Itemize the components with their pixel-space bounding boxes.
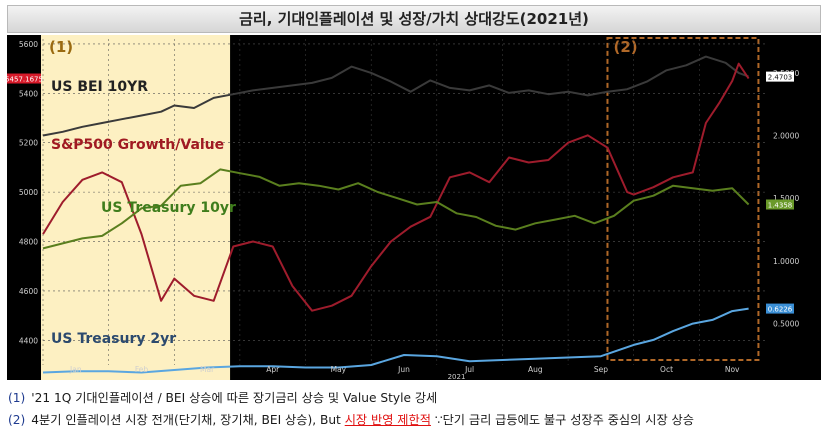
- value-badge-3: [766, 303, 794, 314]
- value-badge-0: [766, 71, 794, 82]
- series-label-3: US Treasury 2yr: [51, 331, 176, 347]
- y-right-tick-label: 1.0000: [773, 257, 799, 266]
- x-tick-label: Apr: [266, 365, 280, 374]
- y-right-tick-label: 0.5000: [773, 320, 799, 329]
- x-tick-label: Sep: [594, 365, 608, 374]
- note-2-number: (2): [8, 413, 26, 427]
- series-line-3: [42, 307, 749, 374]
- note-1-number: (1): [8, 391, 26, 405]
- x-tick-label: Mar: [200, 365, 215, 374]
- value-badge-text-1: 5457.1675: [7, 76, 43, 84]
- series-line-2: [42, 168, 750, 250]
- x-tick-label: Aug: [528, 365, 543, 374]
- y-left-tick-label: 4800: [19, 238, 38, 247]
- region-2-box: [606, 37, 760, 361]
- y-left-tick-label: 5200: [19, 139, 38, 148]
- y-right-tick-label: 2.0000: [773, 132, 799, 141]
- x-tick-label: Jun: [397, 365, 410, 374]
- x-year-label: 2021: [448, 373, 466, 380]
- x-tick-label: Jan: [69, 365, 82, 374]
- series-line-0: [42, 55, 749, 137]
- region-2-label: (2): [613, 38, 637, 56]
- note-2-highlight: 시장 반영 제한적: [344, 413, 431, 427]
- page-title: 금리, 기대인플레이션 및 성장/가치 상대강도(2021년): [7, 5, 821, 33]
- region-1-shade: [41, 35, 231, 380]
- line-chart: (1) (2) 4400 4600 4800 5000 5200 5400 5600 0.500…: [7, 35, 821, 380]
- series-label-0: US BEI 10YR: [51, 79, 148, 95]
- x-tick-label: Nov: [725, 365, 740, 374]
- value-badge-2: [766, 199, 794, 210]
- x-tick-label: Jul: [464, 365, 474, 374]
- value-badge-text-2: 1.4358: [768, 202, 793, 210]
- value-badge-text-0: 2.4703: [768, 74, 793, 82]
- note-1-text: '21 1Q 기대인플레이션 / BEI 상승에 따른 장기금리 상승 및 Va…: [31, 391, 438, 405]
- note-2-text-after: ∵단기 금리 급등에도 불구 성장주 중심의 시장 상승: [430, 413, 694, 427]
- value-badge-text-3: 0.6226: [768, 306, 793, 314]
- x-tick-label: Oct: [660, 365, 673, 374]
- y-left-tick-label: 5000: [19, 188, 38, 197]
- y-left-tick-label: 4400: [19, 336, 38, 345]
- y-left-tick-label: 4600: [19, 287, 38, 296]
- note-2-text: 4분기 인플레이션 시장 전개(단기채, 장기채, BEI 상승), But: [31, 413, 345, 427]
- series-label-2: US Treasury 10yr: [101, 200, 236, 216]
- x-tick-label: Feb: [135, 365, 149, 374]
- series-label-1: S&P500 Growth/Value: [51, 137, 224, 153]
- series-line-1: [42, 62, 750, 312]
- note-1: (1) '21 1Q 기대인플레이션 / BEI 상승에 따른 장기금리 상승 및…: [8, 387, 820, 409]
- y-right-tick-label: 1.5000: [773, 194, 799, 203]
- note-2: (2) 4분기 인플레이션 시장 전개(단기채, 장기채, BEI 상승), Bu…: [8, 409, 820, 431]
- value-badge-1: [7, 73, 41, 84]
- region-1-label: (1): [49, 38, 73, 56]
- x-tick-label: May: [331, 365, 347, 374]
- y-left-tick-label: 5600: [19, 40, 38, 49]
- notes: (1) '21 1Q 기대인플레이션 / BEI 상승에 따른 장기금리 상승 및…: [8, 387, 820, 431]
- y-left-tick-label: 5400: [19, 89, 38, 98]
